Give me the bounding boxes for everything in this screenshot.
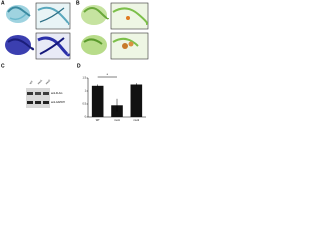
bar bbox=[130, 84, 143, 117]
lane-label: mut2 bbox=[45, 79, 51, 85]
x-tick-label: mut2 bbox=[134, 119, 140, 122]
structure-a-top bbox=[6, 2, 71, 30]
y-tick-label: 1 bbox=[85, 90, 87, 93]
western-blot: WT mut1 mut2 anti-FLAG anti-GAPDH bbox=[26, 79, 65, 108]
structure-b-bottom bbox=[81, 32, 149, 60]
lane-label: WT bbox=[29, 80, 34, 85]
structure-b-top bbox=[81, 2, 149, 30]
bar-chart: 0 0.5 1 1.5 WT mut1 mut2 * bbox=[83, 72, 146, 122]
structure-a-bottom bbox=[5, 32, 71, 60]
band-label: anti-FLAG bbox=[51, 92, 62, 95]
y-tick-label: 1.5 bbox=[83, 77, 87, 80]
x-tick-label: mut1 bbox=[114, 119, 120, 122]
figure: A B C WT mut1 mut2 bbox=[1, 0, 149, 122]
panel-label: C bbox=[1, 63, 5, 69]
x-tick-label: WT bbox=[96, 119, 100, 122]
y-tick-label: 0 bbox=[85, 116, 87, 119]
panel-label: B bbox=[76, 0, 80, 6]
panel-label: A bbox=[1, 0, 5, 6]
band-label: anti-GAPDH bbox=[51, 101, 65, 104]
bar bbox=[91, 85, 104, 117]
lane-label: mut1 bbox=[37, 79, 43, 85]
annotation: * bbox=[107, 72, 109, 77]
panel-label: D bbox=[77, 63, 81, 69]
y-tick-label: 0.5 bbox=[83, 103, 87, 106]
